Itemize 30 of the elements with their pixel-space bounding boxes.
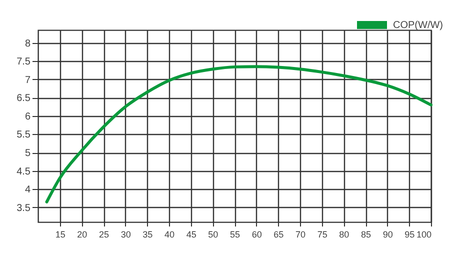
x-tick-label: 75 (317, 230, 328, 240)
x-tick-label: 95 (404, 230, 415, 240)
x-tick-label: 45 (186, 230, 196, 240)
y-tick-label: 3.5 (16, 202, 31, 214)
x-tick-label: 25 (98, 230, 110, 240)
line-series (45, 65, 432, 204)
x-tick-label: 90 (382, 230, 393, 240)
x-tick-label: 15 (55, 230, 66, 240)
x-tick-label: 20 (77, 230, 88, 240)
x-tick-label: 65 (274, 230, 284, 240)
x-tick-label: 70 (295, 230, 306, 240)
y-tick-label: 6.5 (16, 93, 31, 104)
x-tick-label: 35 (142, 230, 153, 240)
legend-label: COP(W/W) (393, 20, 443, 31)
y-tick-label: 5 (24, 148, 31, 160)
x-tick-label: 85 (360, 230, 372, 240)
x-tick-label: 50 (208, 230, 218, 240)
x-tick-label: 55 (230, 230, 240, 240)
y-tick-label: 4 (24, 184, 31, 196)
y-tick-label: 4.5 (16, 166, 31, 178)
x-tick-label: 30 (120, 230, 131, 240)
x-tick-label: 100 (416, 230, 432, 240)
y-tick-label: 7.5 (16, 56, 31, 68)
y-tick-label: 7 (24, 74, 31, 86)
y-tick-label: 5.5 (16, 130, 31, 141)
x-tick-label: 40 (164, 230, 175, 240)
x-tick-label: 60 (252, 230, 262, 240)
y-tick-label: 6 (24, 111, 31, 122)
y-tick-label: 8 (24, 38, 31, 50)
x-tick-label: 80 (339, 230, 350, 240)
